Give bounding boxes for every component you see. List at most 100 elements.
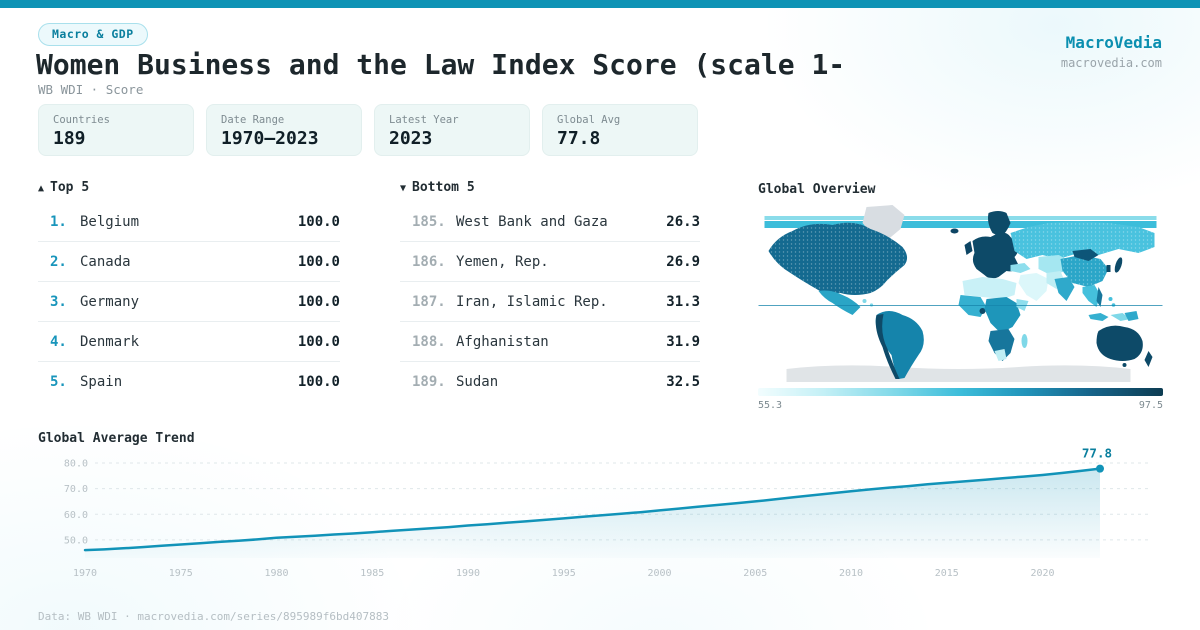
list-item: 1. Belgium 100.0: [38, 202, 340, 242]
x-axis-tick-label: 2000: [647, 568, 671, 579]
score-value: 26.9: [666, 253, 700, 270]
country-name: Canada: [80, 253, 131, 270]
category-badge: Macro & GDP: [38, 23, 148, 46]
list-item: 3. Germany 100.0: [38, 282, 340, 322]
up-arrow-icon: ▲: [38, 183, 45, 194]
rank: 1.: [50, 213, 67, 230]
mongolia: [1072, 249, 1099, 261]
southeast-asia: [1082, 285, 1101, 307]
country-name: Denmark: [80, 333, 140, 350]
country-name: Belgium: [80, 213, 140, 230]
rank: 4.: [50, 333, 67, 350]
score-value: 100.0: [297, 374, 340, 390]
trend-chart: 80.0 70.0 60.0 50.0 1970 1975 1980 1985 1990 1995…: [64, 446, 1148, 579]
x-axis-tick-label: 2020: [1031, 568, 1055, 579]
brand-domain: macrovedia.com: [1060, 56, 1162, 70]
x-axis-tick-label: 2005: [743, 568, 767, 579]
rank: 3.: [50, 293, 67, 310]
list-item: 185. West Bank and Gaza 26.3: [400, 202, 700, 242]
stat-value: 189: [53, 128, 86, 149]
x-axis-tick-label: 1975: [169, 568, 193, 579]
china-texture: [1060, 255, 1109, 287]
y-axis-tick-label: 50.0: [64, 535, 88, 546]
legend-min-value: 55.3: [758, 400, 783, 411]
score-value: 100.0: [297, 213, 340, 230]
bottom5-header: ▼ Bottom 5: [400, 180, 700, 195]
stat-cards: Countries 189 Date Range 1970—2023 Lates…: [38, 104, 698, 156]
antarctica: [786, 365, 1131, 382]
scandinavia: [988, 211, 1011, 237]
tasmania: [1122, 363, 1127, 367]
rank: 186.: [412, 253, 446, 270]
korea: [1106, 265, 1111, 272]
list-item: 187. Iran, Islamic Rep. 31.3: [400, 282, 700, 322]
x-axis-tick-label: 1980: [264, 568, 288, 579]
list-item: 2. Canada 100.0: [38, 242, 340, 282]
north-africa: [962, 277, 1017, 299]
score-value: 32.5: [666, 374, 700, 390]
rank: 189.: [412, 374, 446, 390]
stat-label: Countries: [53, 114, 110, 126]
stat-label: Global Avg: [557, 114, 621, 126]
country-name: Iran, Islamic Rep.: [456, 293, 608, 310]
rank: 5.: [50, 374, 67, 390]
list-item: 4. Denmark 100.0: [38, 322, 340, 362]
stat-card-countries: Countries 189: [38, 104, 194, 156]
x-axis-tick-label: 1995: [552, 568, 576, 579]
stat-card-global-avg: Global Avg 77.8: [542, 104, 698, 156]
legend-max-value: 97.5: [1138, 400, 1163, 411]
brand-name: MacroVedia: [1065, 33, 1162, 52]
country-name: West Bank and Gaza: [456, 213, 608, 230]
vietnam: [1096, 287, 1103, 307]
y-axis-tick-label: 60.0: [64, 510, 88, 521]
central-africa: [984, 297, 1021, 333]
top-accent-bar: [0, 0, 1200, 8]
north-america-texture: [768, 222, 908, 295]
trend-end-dot: [1096, 464, 1104, 473]
south-america: [875, 311, 924, 379]
country-name: Afghanistan: [456, 333, 549, 350]
turkey: [1010, 263, 1031, 273]
stat-value: 1970—2023: [221, 128, 319, 149]
page-subtitle: WB WDI · Score: [38, 82, 144, 97]
list-item: 5. Spain 100.0: [38, 362, 340, 402]
iceland: [950, 228, 959, 234]
score-value: 100.0: [297, 333, 340, 350]
top5-list: ▲ Top 5 1. Belgium 100.0 2. Canada 100.0 …: [38, 180, 340, 402]
map-color-legend: [758, 388, 1163, 396]
philippines: [1108, 297, 1113, 301]
list-item: 189. Sudan 32.5: [400, 362, 700, 402]
uk: [964, 241, 973, 255]
list-item: 186. Yemen, Rep. 26.9: [400, 242, 700, 282]
down-arrow-icon: ▼: [400, 183, 407, 194]
madagascar: [1021, 334, 1028, 348]
rank: 188.: [412, 333, 446, 350]
mexico: [818, 290, 861, 315]
top5-header: ▲ Top 5: [38, 180, 340, 195]
y-axis-tick-label: 70.0: [64, 484, 88, 495]
rank: 2.: [50, 253, 67, 270]
page-title: Women Business and the Law Index Score (…: [36, 48, 846, 81]
europe: [972, 232, 1019, 279]
south-africa: [994, 349, 1007, 361]
bottom5-list: ▼ Bottom 5 185. West Bank and Gaza 26.3 1…: [400, 180, 700, 402]
andes: [875, 314, 900, 379]
x-axis-tick-label: 2015: [935, 568, 959, 579]
stat-label: Date Range: [221, 114, 285, 126]
arctic-band-light: [764, 216, 1157, 220]
trend-area: [85, 468, 1100, 558]
trend-end-label: 77.8: [1082, 446, 1112, 461]
stat-card-date-range: Date Range 1970—2023: [206, 104, 362, 156]
bottom5-title: Bottom 5: [412, 180, 475, 195]
x-axis-tick-label: 1985: [360, 568, 384, 579]
new-guinea: [1124, 311, 1139, 321]
australia: [1096, 325, 1143, 361]
y-axis-tick-label: 80.0: [64, 459, 88, 470]
score-value: 100.0: [297, 293, 340, 310]
list-item: 188. Afghanistan 31.9: [400, 322, 700, 362]
score-value: 100.0: [297, 253, 340, 270]
trend-chart-title: Global Average Trend: [38, 431, 195, 446]
india: [1054, 277, 1075, 301]
country-name: Germany: [80, 293, 140, 310]
